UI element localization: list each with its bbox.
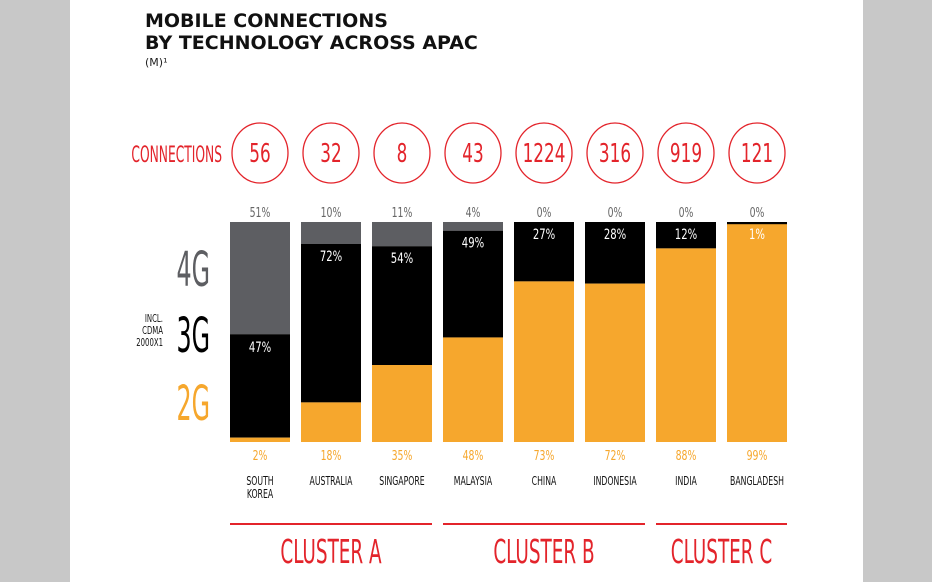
label-3g: 72% — [320, 248, 343, 265]
connections-value: 316 — [599, 139, 631, 169]
label-4g: 0% — [679, 205, 694, 220]
connections-value: 121 — [741, 139, 773, 169]
country-label: CHINA — [532, 475, 557, 489]
legend-3g-note: CDMA — [142, 325, 163, 338]
bar-segment-3g — [301, 244, 361, 403]
bar-segment-4g — [230, 222, 290, 335]
bar-segment-4g — [443, 222, 503, 231]
cluster-label: CLUSTER A — [280, 534, 381, 571]
label-2g: 99% — [747, 448, 768, 463]
connections-value: 32 — [320, 139, 341, 169]
connections-circle — [231, 122, 289, 184]
infographic-page: MOBILE CONNECTIONS BY TECHNOLOGY ACROSS … — [70, 0, 863, 582]
country-label: INDIA — [675, 475, 697, 489]
bar-segment-3g — [727, 222, 787, 225]
label-4g: 0% — [608, 205, 623, 220]
cluster-label: CLUSTER C — [671, 534, 773, 571]
connections-value: 919 — [670, 139, 702, 169]
connections-value: 56 — [249, 139, 270, 169]
label-3g: 54% — [391, 250, 414, 267]
connections-circle — [586, 122, 644, 184]
bar-segment-2g — [372, 365, 432, 442]
bar-segment-3g — [585, 222, 645, 284]
bar-segment-3g — [230, 334, 290, 438]
cluster-label: CLUSTER B — [493, 534, 594, 571]
country-label: KOREA — [247, 488, 274, 502]
bar-segment-2g — [443, 337, 503, 442]
label-2g: 18% — [321, 448, 342, 463]
unit-label: (M)¹ — [145, 56, 168, 69]
label-2g: 88% — [676, 448, 697, 463]
bar-segment-4g — [372, 222, 432, 247]
bar-segment-4g — [301, 222, 361, 244]
bar-segment-2g — [585, 283, 645, 442]
label-2g: 73% — [534, 448, 555, 463]
bar-segment-3g — [514, 222, 574, 282]
label-2g: 35% — [392, 448, 413, 463]
bar-segment-3g — [656, 222, 716, 249]
legend-2g: 2G — [176, 377, 210, 433]
bar-segment-2g — [656, 248, 716, 442]
bar-segment-3g — [372, 246, 432, 365]
label-3g: 1% — [749, 226, 765, 243]
country-label: SINGAPORE — [379, 475, 424, 489]
label-3g: 49% — [462, 234, 485, 251]
bar-segment-2g — [514, 281, 574, 442]
connections-value: 43 — [462, 139, 483, 169]
label-4g: 0% — [750, 205, 765, 220]
bar-segment-2g — [727, 224, 787, 442]
connections-value: 1224 — [523, 139, 566, 169]
label-3g: 12% — [675, 226, 698, 243]
chart-title: MOBILE CONNECTIONS BY TECHNOLOGY ACROSS … — [145, 10, 478, 54]
label-2g: 72% — [605, 448, 626, 463]
connections-circle — [657, 122, 715, 184]
title-line-1: MOBILE CONNECTIONS — [145, 10, 388, 32]
label-4g: 51% — [250, 205, 271, 220]
legend-3g-note: 2000X1 — [136, 337, 163, 350]
connections-label: CONNECTIONS — [131, 143, 222, 168]
connections-circle — [515, 122, 573, 184]
label-4g: 0% — [537, 205, 552, 220]
country-label: INDONESIA — [593, 475, 637, 489]
label-2g: 2% — [253, 448, 268, 463]
country-label: SOUTH — [246, 475, 273, 489]
connections-circle — [302, 122, 360, 184]
label-4g: 11% — [392, 205, 413, 220]
bar-segment-3g — [443, 230, 503, 338]
connections-circle — [444, 122, 502, 184]
country-label: BANGLADESH — [730, 475, 784, 489]
legend-3g: 3G — [176, 309, 210, 365]
legend-3g-note: INCL. — [145, 313, 163, 326]
connections-circle — [728, 122, 786, 184]
label-3g: 47% — [249, 339, 272, 356]
bar-segment-2g — [301, 402, 361, 442]
label-2g: 48% — [463, 448, 484, 463]
connections-circle — [373, 122, 431, 184]
label-4g: 4% — [466, 205, 481, 220]
legend-4g: 4G — [176, 243, 210, 299]
label-3g: 28% — [604, 226, 627, 243]
title-line-2: BY TECHNOLOGY ACROSS APAC — [145, 32, 478, 54]
country-label: MALAYSIA — [454, 475, 493, 489]
bar-segment-2g — [230, 437, 290, 442]
connections-value: 8 — [397, 139, 408, 169]
label-4g: 10% — [321, 205, 342, 220]
label-3g: 27% — [533, 226, 556, 243]
country-label: AUSTRALIA — [310, 475, 353, 489]
